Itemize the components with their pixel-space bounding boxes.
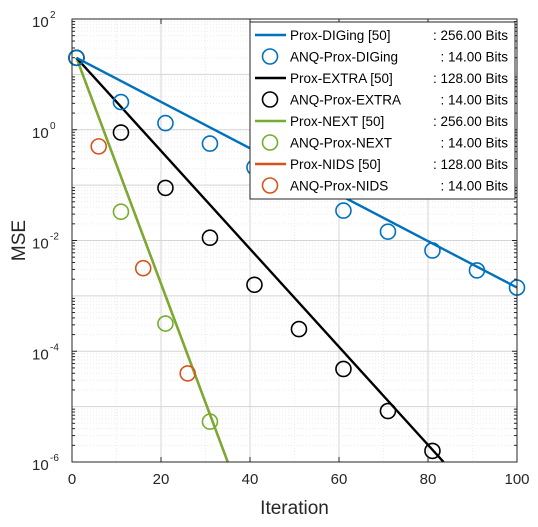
legend-series-name: Prox-NEXT [50] bbox=[290, 114, 384, 129]
legend-series-bits: : 14.00 Bits bbox=[440, 93, 508, 108]
legend-series-bits: : 256.00 Bits bbox=[433, 114, 508, 129]
legend-series-name: ANQ-Prox-DIGing bbox=[290, 50, 398, 65]
data-point-anq-prox-extra bbox=[201, 229, 219, 247]
data-point-anq-prox-next bbox=[112, 203, 130, 221]
series-layer bbox=[68, 49, 526, 462]
data-point-anq-prox-extra bbox=[290, 320, 308, 338]
legend-series-bits: : 14.00 Bits bbox=[440, 50, 508, 65]
legend-entry: Prox-NEXT [50] : 256.00 Bits bbox=[255, 114, 508, 129]
legend-series-bits: : 14.00 Bits bbox=[440, 179, 508, 194]
y-tick-label: 10 -4 bbox=[32, 342, 59, 363]
legend-entry: ANQ-Prox-EXTRA : 14.00 Bits bbox=[261, 91, 508, 108]
data-point-anq-prox-extra bbox=[246, 276, 263, 294]
y-tick-label: 10 -2 bbox=[32, 232, 59, 253]
legend-series-bits: : 256.00 Bits bbox=[433, 28, 508, 43]
data-point-anq-prox-next bbox=[157, 315, 174, 332]
data-point-anq-prox-diging bbox=[201, 135, 219, 152]
y-tick-label-exponent: 0 bbox=[50, 121, 56, 132]
series-line-prox-extra-50 bbox=[75, 56, 445, 462]
legend-marker-swatch bbox=[261, 91, 279, 108]
data-point-anq-prox-diging bbox=[157, 114, 174, 132]
data-point-anq-prox-diging bbox=[468, 262, 486, 279]
data-point-anq-prox-next bbox=[201, 413, 219, 430]
legend-entry: ANQ-Prox-NIDS : 14.00 Bits bbox=[261, 177, 508, 194]
y-tick-label-exponent: -6 bbox=[50, 453, 59, 464]
y-tick-label: 10 0 bbox=[32, 121, 56, 142]
y-tick-label-base: 10 bbox=[32, 14, 49, 31]
data-point-anq-prox-extra bbox=[424, 442, 441, 460]
data-point-anq-prox-diging bbox=[68, 49, 85, 67]
x-tick-label: 100 bbox=[504, 471, 529, 488]
x-tick-label: 80 bbox=[420, 471, 437, 488]
y-tick-label-exponent: -2 bbox=[50, 232, 59, 243]
legend-marker-swatch bbox=[261, 177, 279, 194]
legend-series-bits: : 14.00 Bits bbox=[440, 136, 508, 151]
data-point-anq-prox-diging bbox=[112, 93, 130, 111]
x-axis-title: Iteration bbox=[260, 498, 329, 519]
data-point-anq-prox-extra bbox=[379, 402, 397, 420]
legend-entry: ANQ-Prox-NEXT : 14.00 Bits bbox=[261, 134, 508, 151]
legend-series-name: ANQ-Prox-NIDS bbox=[290, 179, 388, 194]
legend-box bbox=[249, 21, 516, 200]
legend-series-name: Prox-DIGing [50] bbox=[290, 28, 391, 43]
legend-series-name: Prox-EXTRA [50] bbox=[290, 71, 393, 86]
y-tick-label: 10 -6 bbox=[32, 453, 59, 474]
legend-entry: Prox-NIDS [50] : 128.00 Bits bbox=[255, 157, 508, 172]
data-point-anq-prox-diging bbox=[424, 242, 441, 259]
legend-series-name: Prox-NIDS [50] bbox=[290, 157, 381, 172]
legend-entry: Prox-DIGing [50] : 256.00 Bits bbox=[255, 28, 508, 43]
x-tick-label: 40 bbox=[242, 471, 259, 488]
y-axis-title: MSE bbox=[9, 220, 30, 261]
series-line-prox-next-50 bbox=[75, 57, 229, 462]
series-lines bbox=[75, 56, 517, 462]
y-tick-label-base: 10 bbox=[32, 346, 49, 363]
data-point-anq-prox-extra bbox=[112, 124, 130, 141]
y-tick-label-base: 10 bbox=[32, 125, 49, 142]
legend-series-name: ANQ-Prox-NEXT bbox=[290, 136, 392, 151]
y-tick-label-base: 10 bbox=[32, 236, 49, 253]
data-point-anq-prox-nids bbox=[134, 259, 152, 277]
data-point-anq-prox-extra bbox=[157, 179, 174, 197]
x-tick-label: 20 bbox=[153, 471, 170, 488]
y-tick-label-base: 10 bbox=[32, 457, 49, 474]
legend-entry: ANQ-Prox-DIGing : 14.00 Bits bbox=[261, 48, 508, 65]
data-point-anq-prox-diging bbox=[335, 202, 352, 219]
y-tick-label: 10 2 bbox=[32, 10, 56, 31]
y-tick-label-exponent: -4 bbox=[50, 342, 59, 353]
data-point-anq-prox-nids bbox=[179, 365, 196, 382]
legend-marker-swatch bbox=[261, 48, 279, 65]
data-point-anq-prox-nids bbox=[90, 138, 107, 155]
legend-entry: Prox-EXTRA [50] : 128.00 Bits bbox=[255, 71, 508, 86]
legend: Prox-DIGing [50] : 256.00 Bits ANQ-Prox-DI… bbox=[249, 21, 516, 200]
y-tick-label-exponent: 2 bbox=[50, 10, 56, 21]
legend-series-bits: : 128.00 Bits bbox=[433, 157, 508, 172]
data-point-anq-prox-extra bbox=[335, 360, 352, 378]
data-point-anq-prox-diging bbox=[379, 223, 397, 240]
x-tick-label: 0 bbox=[68, 471, 76, 488]
legend-series-bits: : 128.00 Bits bbox=[433, 71, 508, 86]
legend-marker-swatch bbox=[261, 134, 279, 151]
legend-series-name: ANQ-Prox-EXTRA bbox=[290, 93, 401, 108]
x-tick-label: 60 bbox=[331, 471, 348, 488]
